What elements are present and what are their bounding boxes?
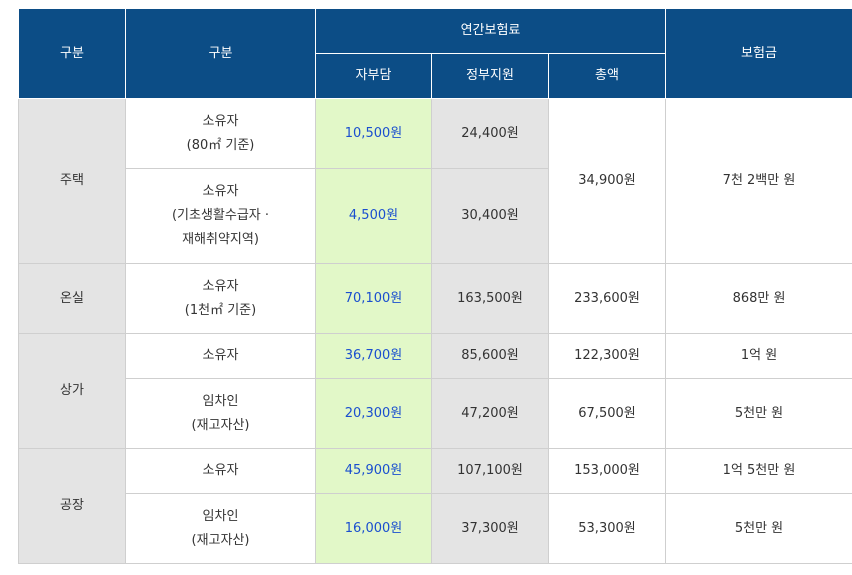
self-pay-cell: 70,100원 (315, 263, 432, 334)
self-pay-cell: 36,700원 (315, 333, 432, 379)
total-cell: 233,600원 (548, 263, 666, 334)
gov-support-cell: 30,400원 (431, 168, 549, 264)
table-row: 공장 소유자 45,900원 107,100원 153,000원 1억 5천만 … (18, 448, 852, 564)
header-total: 총액 (548, 53, 666, 99)
self-pay-cell: 16,000원 (315, 493, 432, 564)
total-cell: 153,000원 (548, 448, 666, 494)
type-note: (재고자산) (191, 417, 250, 433)
type-note: (재고자산) (191, 532, 250, 548)
type-cell: 소유자 (125, 448, 316, 494)
gov-support-cell: 37,300원 (431, 493, 549, 564)
type-label: 소유자 (202, 113, 239, 129)
table-row: 임차인 (재고자산) 20,300원 47,200원 67,500원 5천만 원 (19, 378, 852, 449)
type-cell: 소유자 (기초생활수급자 · 재해취약지역) (125, 168, 316, 264)
coverage-cell: 7천 2백만 원 (665, 98, 852, 264)
category-cell: 온실 (18, 263, 126, 334)
type-label: 소유자 (202, 348, 239, 363)
type-note: (80㎡ 기준) (186, 137, 255, 153)
table-row: 소유자 (기초생활수급자 · 재해취약지역) 4,500원 30,400원 (19, 168, 852, 264)
gov-support-cell: 85,600원 (431, 333, 549, 379)
header-gov-support: 정부지원 (431, 53, 549, 99)
type-note: (기초생활수급자 · (171, 208, 270, 223)
header-annual-premium: 연간보험료 (315, 8, 666, 54)
self-pay-cell: 20,300원 (315, 378, 432, 449)
type-label: 임차인 (202, 508, 239, 524)
gov-support-cell: 163,500원 (431, 263, 549, 334)
type-label: 소유자 (202, 463, 239, 478)
category-cell: 상가 (18, 333, 126, 449)
table-row: 상가 소유자 36,700원 85,600원 122,300원 1억 원 (18, 333, 852, 449)
type-note: (1천㎡ 기준) (184, 302, 257, 318)
type-label: 소유자 (202, 184, 239, 199)
gov-support-cell: 24,400원 (431, 98, 549, 169)
insurance-premium-table: 구분 구분 연간보험료 보험금 자부담 정부지원 총액 주택 소유자 (80㎡ … (18, 8, 852, 564)
header-self-pay: 자부담 (315, 53, 432, 99)
coverage-cell: 5천만 원 (665, 378, 852, 449)
self-pay-cell: 45,900원 (315, 448, 432, 494)
category-cell: 공장 (18, 448, 126, 564)
self-pay-cell: 10,500원 (315, 98, 432, 169)
coverage-cell: 1억 원 (665, 333, 852, 379)
total-cell: 67,500원 (548, 378, 666, 449)
type-label: 소유자 (202, 278, 239, 294)
total-cell: 53,300원 (548, 493, 666, 564)
header-type: 구분 (125, 8, 316, 99)
header-category: 구분 (18, 8, 126, 99)
gov-support-cell: 107,100원 (431, 448, 549, 494)
self-pay-cell: 4,500원 (315, 168, 432, 264)
coverage-cell: 5천만 원 (665, 493, 852, 564)
coverage-cell: 868만 원 (665, 263, 852, 334)
table-row: 온실 소유자 (1천㎡ 기준) 70,100원 163,500원 233,600… (18, 263, 852, 334)
coverage-cell: 1억 5천만 원 (665, 448, 852, 494)
category-cell: 주택 (18, 98, 126, 264)
type-cell: 임차인 (재고자산) (125, 493, 316, 564)
gov-support-cell: 47,200원 (431, 378, 549, 449)
total-cell: 34,900원 (548, 98, 666, 264)
type-label: 임차인 (202, 393, 239, 409)
type-cell: 소유자 (125, 333, 316, 379)
type-cell: 소유자 (80㎡ 기준) (125, 98, 316, 169)
type-note: 재해취약지역) (182, 232, 259, 247)
type-cell: 소유자 (1천㎡ 기준) (125, 263, 316, 334)
total-cell: 122,300원 (548, 333, 666, 379)
type-cell: 임차인 (재고자산) (125, 378, 316, 449)
table-row: 임차인 (재고자산) 16,000원 37,300원 53,300원 5천만 원 (19, 493, 852, 564)
table-row: 주택 소유자 (80㎡ 기준) 10,500원 24,400원 34,900원 … (18, 98, 852, 264)
header-coverage: 보험금 (665, 8, 852, 99)
